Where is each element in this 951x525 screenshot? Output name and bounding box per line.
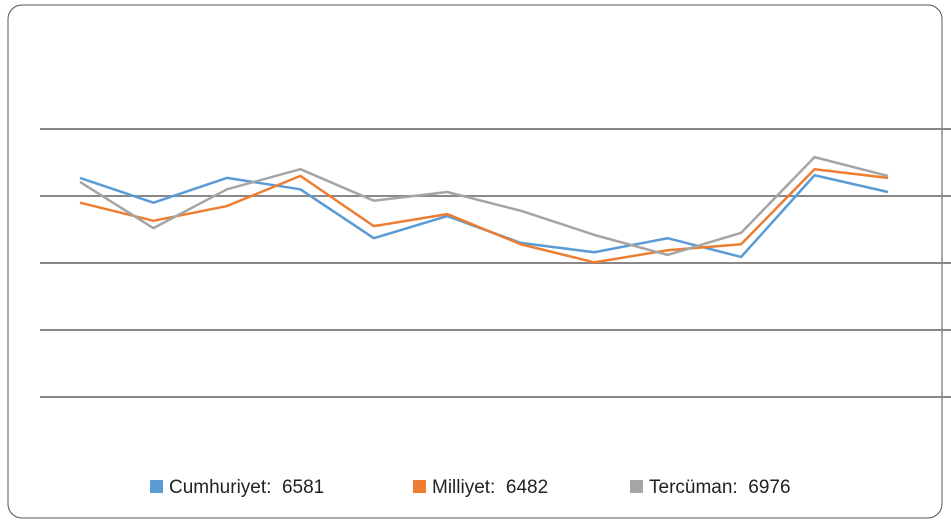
legend-label: Tercüman: 6976 [649, 477, 791, 498]
legend-swatch [413, 480, 426, 493]
legend-label: Milliyet: 6482 [432, 477, 548, 498]
legend-swatch [630, 480, 643, 493]
legend-label: Cumhuriyet: 6581 [169, 477, 324, 498]
chart-frame [7, 4, 943, 519]
data-line [79, 155, 889, 257]
legend-swatch [150, 480, 163, 493]
data-line [79, 167, 889, 264]
